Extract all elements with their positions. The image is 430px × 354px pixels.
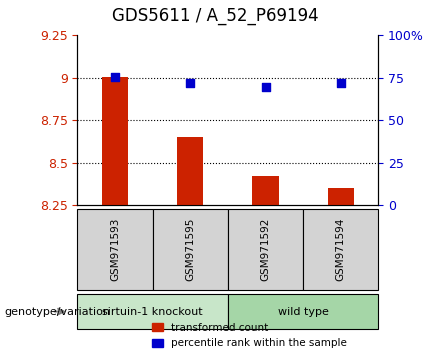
Text: GSM971594: GSM971594	[336, 218, 346, 281]
Point	[262, 84, 269, 90]
Legend: transformed count, percentile rank within the sample: transformed count, percentile rank withi…	[148, 319, 351, 352]
Text: sirtuin-1 knockout: sirtuin-1 knockout	[102, 307, 203, 316]
Bar	[102, 77, 128, 205]
Point	[187, 80, 194, 86]
Point	[337, 80, 344, 86]
Text: genotype/variation: genotype/variation	[4, 307, 111, 316]
Text: GSM971592: GSM971592	[261, 218, 270, 281]
Text: GSM971593: GSM971593	[110, 218, 120, 281]
Bar	[177, 137, 203, 205]
Bar	[328, 188, 354, 205]
Point	[111, 74, 118, 80]
Text: GSM971595: GSM971595	[185, 218, 195, 281]
Bar	[252, 176, 279, 205]
Text: wild type: wild type	[278, 307, 329, 316]
Text: GDS5611 / A_52_P69194: GDS5611 / A_52_P69194	[112, 7, 318, 25]
